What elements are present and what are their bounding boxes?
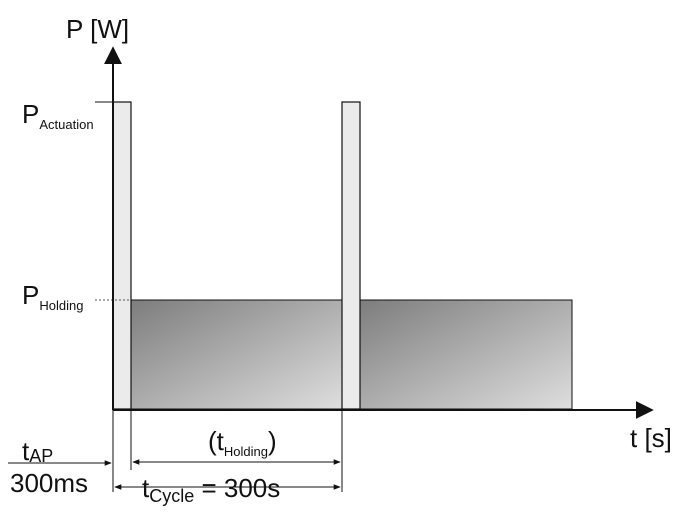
x-axis-label: t [s]: [630, 423, 672, 453]
holding-block-2: [359, 299, 573, 410]
actuation-pulse-1: [112, 101, 132, 410]
holding-level-label: PHolding: [22, 280, 83, 313]
actuation-pulse-2: [341, 101, 361, 410]
t-cycle-label: tCycle = 300s: [142, 473, 280, 506]
t-holding-label: (tHolding): [208, 426, 277, 459]
y-axis-label: P [W]: [66, 14, 129, 44]
holding-block-1: [130, 299, 343, 410]
actuation-level-label: PActuation: [22, 99, 94, 132]
t-ap-value: 300ms: [10, 468, 88, 498]
t-ap-label: tAP: [22, 436, 53, 466]
